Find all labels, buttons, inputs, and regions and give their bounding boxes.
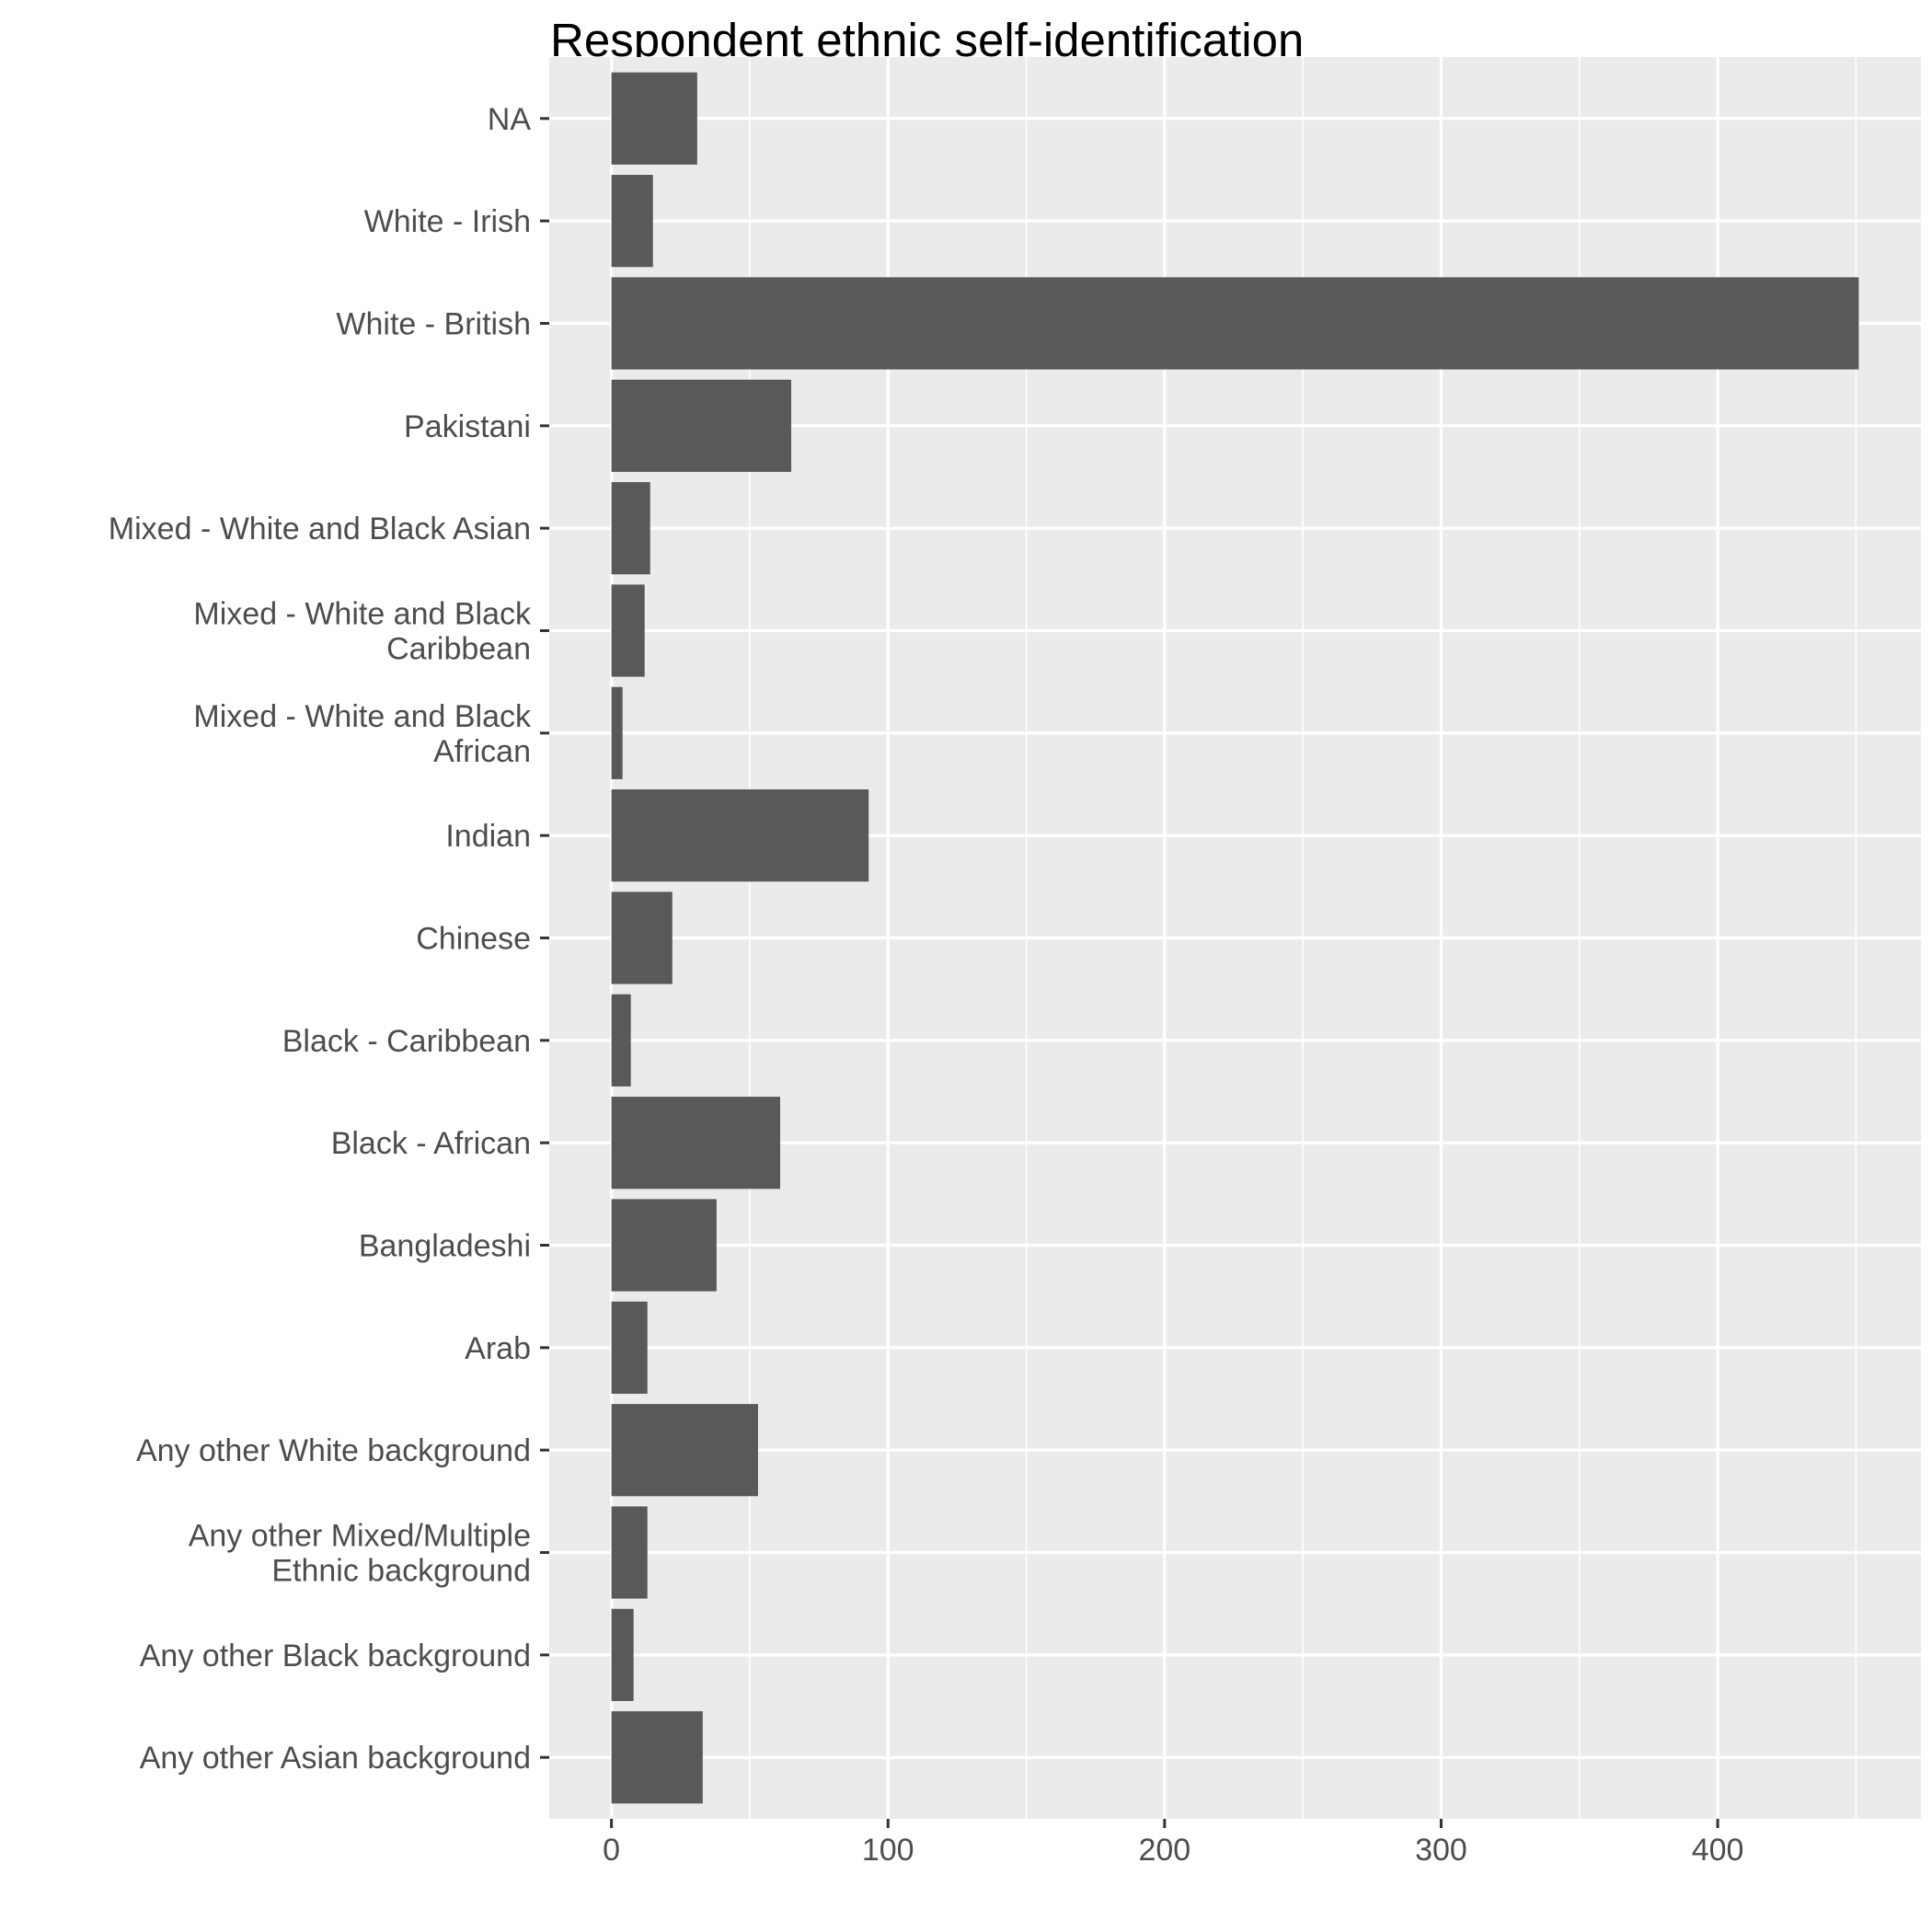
x-tick-label: 300	[1415, 1833, 1467, 1868]
x-tick-label: 100	[862, 1833, 914, 1868]
y-tick-label: Any other Mixed/Multiple Ethnic backgroun…	[189, 1519, 531, 1589]
x-tick-label: 0	[603, 1833, 620, 1868]
y-tick-label: NA	[488, 102, 532, 137]
x-axis: 0 100 200 300 400	[603, 1819, 1743, 1868]
bar	[611, 1711, 703, 1804]
y-tick-label: Mixed - White and Black Caribbean	[193, 596, 532, 666]
x-tick-label: 400	[1692, 1833, 1744, 1868]
bar	[611, 482, 650, 575]
y-tick-label: Black - African	[331, 1126, 531, 1161]
bar	[611, 1404, 758, 1497]
bar	[611, 584, 645, 677]
bar	[611, 1608, 634, 1701]
bar	[611, 686, 623, 779]
bar	[611, 277, 1859, 370]
bars	[611, 72, 1859, 1804]
bar	[611, 1097, 781, 1190]
y-axis: NA White - Irish White - British Pakistani M…	[109, 102, 549, 1776]
y-tick-label: Bangladeshi	[359, 1229, 531, 1264]
bar	[611, 1301, 648, 1394]
y-tick-label: Any other Black background	[140, 1639, 531, 1673]
y-tick-label: Arab	[465, 1331, 531, 1366]
y-tick-label: Any other White background	[136, 1433, 531, 1468]
bar	[611, 1199, 717, 1292]
y-tick-label: White - British	[336, 306, 531, 341]
y-tick-label: Any other Asian background	[140, 1741, 531, 1776]
bar	[611, 994, 631, 1087]
y-tick-label: Black - Caribbean	[282, 1024, 531, 1059]
bar	[611, 175, 653, 268]
bar	[611, 1506, 648, 1599]
y-tick-label: White - Irish	[364, 204, 531, 239]
bar	[611, 891, 673, 984]
bar	[611, 72, 697, 165]
bar	[611, 379, 792, 472]
x-tick-label: 200	[1138, 1833, 1190, 1868]
y-tick-label: Chinese	[416, 922, 531, 957]
y-tick-label: Mixed - White and Black African	[193, 699, 532, 769]
y-tick-label: Mixed - White and Black Asian	[109, 512, 531, 546]
y-tick-label: Indian	[445, 819, 531, 854]
y-tick-label: Pakistani	[404, 409, 531, 444]
bar	[611, 789, 869, 882]
